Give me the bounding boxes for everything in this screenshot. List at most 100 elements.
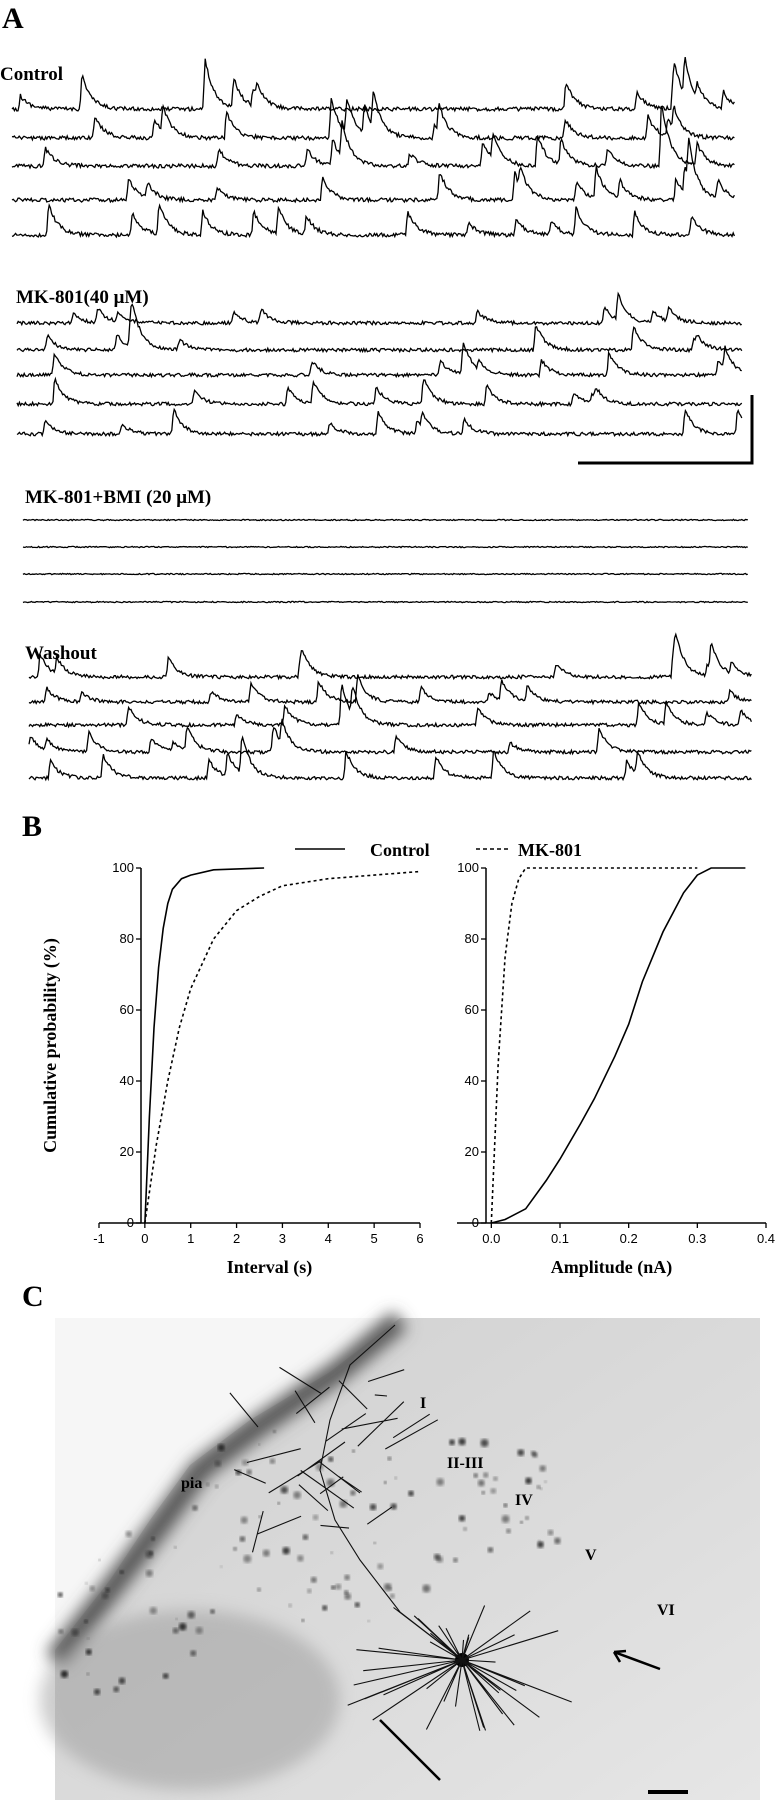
x-axis-label: Interval (s) xyxy=(227,1257,312,1278)
x-tick-label: 0.2 xyxy=(620,1231,638,1246)
trace xyxy=(11,203,736,239)
cell xyxy=(490,1488,497,1494)
x-tick-label: 4 xyxy=(325,1231,332,1246)
cell xyxy=(458,1438,466,1446)
cell xyxy=(149,1607,157,1615)
cell xyxy=(493,1476,498,1481)
cell xyxy=(239,1536,246,1542)
cell xyxy=(257,1587,261,1592)
cell xyxy=(369,1503,377,1511)
cell xyxy=(394,1476,398,1480)
cell xyxy=(258,1515,262,1519)
cell xyxy=(390,1593,395,1599)
cell xyxy=(449,1439,455,1446)
trace xyxy=(11,57,735,113)
dark-region xyxy=(40,1610,340,1790)
layer-label: pia xyxy=(181,1475,202,1492)
cell xyxy=(178,1622,187,1631)
legend-label: MK-801 xyxy=(518,840,582,860)
trace xyxy=(22,600,748,604)
trace xyxy=(28,674,752,706)
charts: 0 20 40 60 80 100 -1 0 1 2 3 4 5 6 Interval (s) Cumulat… xyxy=(40,840,775,1278)
cell xyxy=(480,1439,489,1447)
cell xyxy=(373,1541,376,1545)
cell xyxy=(506,1528,511,1534)
y-axis-label: Cumulative probability (%) xyxy=(40,938,61,1153)
cell xyxy=(537,1541,544,1548)
x-axis-label: Amplitude (nA) xyxy=(551,1257,673,1278)
cell xyxy=(175,1617,178,1620)
trace xyxy=(16,376,743,408)
layer-label: IV xyxy=(515,1492,533,1509)
cell xyxy=(258,1443,261,1446)
scale-bar xyxy=(578,395,754,465)
y-tick-label: 40 xyxy=(120,1073,134,1088)
trace xyxy=(28,735,752,782)
trace xyxy=(22,545,748,549)
cell xyxy=(344,1593,352,1600)
neuron xyxy=(229,1324,572,1731)
cell xyxy=(151,1536,156,1541)
cell xyxy=(536,1485,541,1490)
x-tick-label: 0.4 xyxy=(757,1231,775,1246)
trace-label: Control xyxy=(0,64,63,85)
micrograph xyxy=(40,1311,760,1800)
cell xyxy=(195,1626,203,1635)
cell xyxy=(89,1585,95,1591)
cell xyxy=(350,1490,356,1496)
y-tick-label: 80 xyxy=(120,931,134,946)
cell xyxy=(220,1565,223,1568)
y-tick-label: 100 xyxy=(457,860,479,875)
trace-label: MK-801(40 μM) xyxy=(16,287,149,308)
cell xyxy=(119,1570,124,1575)
cell xyxy=(174,1546,177,1549)
cell xyxy=(383,1481,387,1484)
y-tick-label: 60 xyxy=(120,1002,134,1017)
arrow xyxy=(379,1649,661,1781)
cell xyxy=(422,1584,431,1593)
cell xyxy=(214,1460,222,1467)
cell xyxy=(328,1456,334,1462)
layer-label: V xyxy=(585,1547,597,1564)
x-tick-label: 0 xyxy=(141,1231,148,1246)
cell xyxy=(98,1558,101,1562)
cell xyxy=(87,1637,90,1640)
cell xyxy=(389,1587,393,1591)
x-tick-label: 0.3 xyxy=(688,1231,706,1246)
cell xyxy=(273,1430,276,1433)
x-tick-label: 3 xyxy=(279,1231,286,1246)
y-tick-label: 20 xyxy=(465,1144,479,1159)
x-tick-label: 1 xyxy=(187,1231,194,1246)
cell xyxy=(330,1551,333,1554)
outside-tissue xyxy=(55,1318,400,1650)
cell xyxy=(85,1582,88,1585)
cell xyxy=(240,1516,248,1524)
cell xyxy=(192,1505,198,1511)
y-tick-label: 80 xyxy=(465,931,479,946)
cell xyxy=(352,1449,355,1453)
cell xyxy=(322,1605,328,1611)
layer-label: I xyxy=(420,1395,426,1412)
series-line xyxy=(144,870,421,1224)
cell xyxy=(367,1620,370,1623)
trace xyxy=(16,407,743,438)
cell xyxy=(145,1569,153,1577)
cell xyxy=(113,1686,119,1693)
traces xyxy=(11,57,753,782)
cell xyxy=(387,1456,392,1461)
cell xyxy=(277,1501,281,1505)
trace-label: MK-801+BMI (20 μM) xyxy=(25,487,211,508)
trace xyxy=(11,137,735,204)
cell xyxy=(554,1537,561,1545)
cell xyxy=(262,1549,270,1557)
panel-label: A xyxy=(2,2,24,35)
trace-label: Washout xyxy=(25,643,97,664)
cell xyxy=(483,1472,489,1478)
pia-band xyxy=(46,1311,408,1667)
cell xyxy=(125,1530,132,1538)
cell xyxy=(297,1555,304,1562)
cell xyxy=(390,1503,397,1510)
cell xyxy=(71,1628,79,1637)
cell xyxy=(215,1484,219,1489)
panel-label: B xyxy=(22,810,42,843)
